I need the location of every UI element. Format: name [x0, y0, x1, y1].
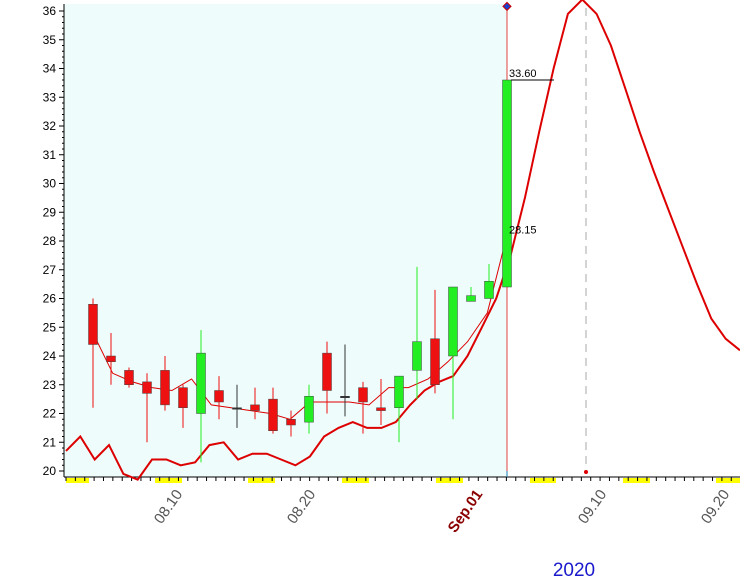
- y-tick-label: 33: [43, 90, 57, 104]
- peak-marker: [584, 470, 588, 474]
- x-tick-label: 08.10: [151, 487, 186, 528]
- weekend-markers: [66, 478, 740, 483]
- candle-body: [412, 341, 422, 371]
- candle-body: [286, 419, 296, 426]
- y-tick-label: 35: [43, 33, 57, 47]
- x-tick-label: 09.20: [698, 487, 733, 528]
- candle-body: [106, 355, 116, 362]
- y-tick-label: 28: [43, 234, 57, 248]
- forecast-line: [65, 0, 740, 481]
- y-tick-label: 34: [43, 62, 57, 76]
- weekend-marker: [342, 478, 369, 483]
- y-tick-label: 21: [43, 435, 57, 449]
- candle-body: [196, 352, 206, 414]
- candle-body: [430, 338, 440, 385]
- x-tick-label: 08.20: [284, 487, 319, 528]
- x-tick-label-special: Sep.01: [445, 487, 487, 536]
- year-label: 2020: [553, 560, 595, 580]
- y-tick-label: 27: [43, 263, 57, 277]
- candle-body: [304, 396, 314, 423]
- candle-body: [394, 375, 404, 408]
- candle-body: [340, 396, 350, 398]
- candle-body: [124, 370, 134, 385]
- candle-body: [376, 407, 386, 411]
- y-tick-label: 30: [43, 177, 57, 191]
- candle-body: [160, 370, 170, 406]
- candle-body: [250, 404, 260, 411]
- value-annotation: 28.15: [509, 225, 537, 237]
- candle-body: [322, 352, 332, 391]
- candle-body: [178, 387, 188, 408]
- weekend-marker: [623, 478, 650, 483]
- y-tick-label: 31: [43, 148, 57, 162]
- candle-body: [502, 79, 512, 288]
- forecast-background: [507, 4, 740, 477]
- x-axis: 08.10 08.20 Sep.01 09.10 09.20: [65, 477, 733, 536]
- y-tick-label: 20: [43, 464, 57, 478]
- y-tick-label: 24: [43, 349, 57, 363]
- candle-body: [358, 387, 368, 403]
- candle-body: [448, 286, 458, 357]
- weekend-marker: [66, 478, 89, 483]
- candle-body: [484, 281, 494, 299]
- weekend-marker: [436, 478, 463, 483]
- y-tick-label: 36: [43, 4, 57, 18]
- candle-body: [142, 381, 152, 394]
- weekend-marker: [530, 478, 556, 483]
- value-annotation: 33.60: [509, 68, 537, 80]
- y-tick-label: 29: [43, 205, 57, 219]
- y-tick-label: 22: [43, 407, 57, 421]
- candle-body: [88, 304, 98, 345]
- y-tick-label: 23: [43, 378, 57, 392]
- annotations: 33.60 28.15: [502, 1, 554, 237]
- plot-background: [63, 4, 740, 478]
- candle-body: [214, 390, 224, 403]
- candle-body: [268, 398, 278, 431]
- candle-body: [466, 295, 476, 302]
- y-tick-label: 26: [43, 292, 57, 306]
- x-tick-label: 09.10: [575, 487, 610, 528]
- y-tick-label: 32: [43, 119, 57, 133]
- weekend-marker: [248, 478, 275, 483]
- weekend-marker: [155, 478, 182, 483]
- weekend-marker: [716, 478, 740, 483]
- high-marker: [502, 1, 512, 12]
- y-axis: 20 21 22 23 24 25 26 27 28 29 30 31 32 33 34 35 36: [43, 4, 64, 478]
- y-tick-label: 25: [43, 320, 57, 334]
- candle-body: [232, 407, 242, 410]
- history-background: [64, 4, 507, 477]
- candles: [88, 2, 512, 471]
